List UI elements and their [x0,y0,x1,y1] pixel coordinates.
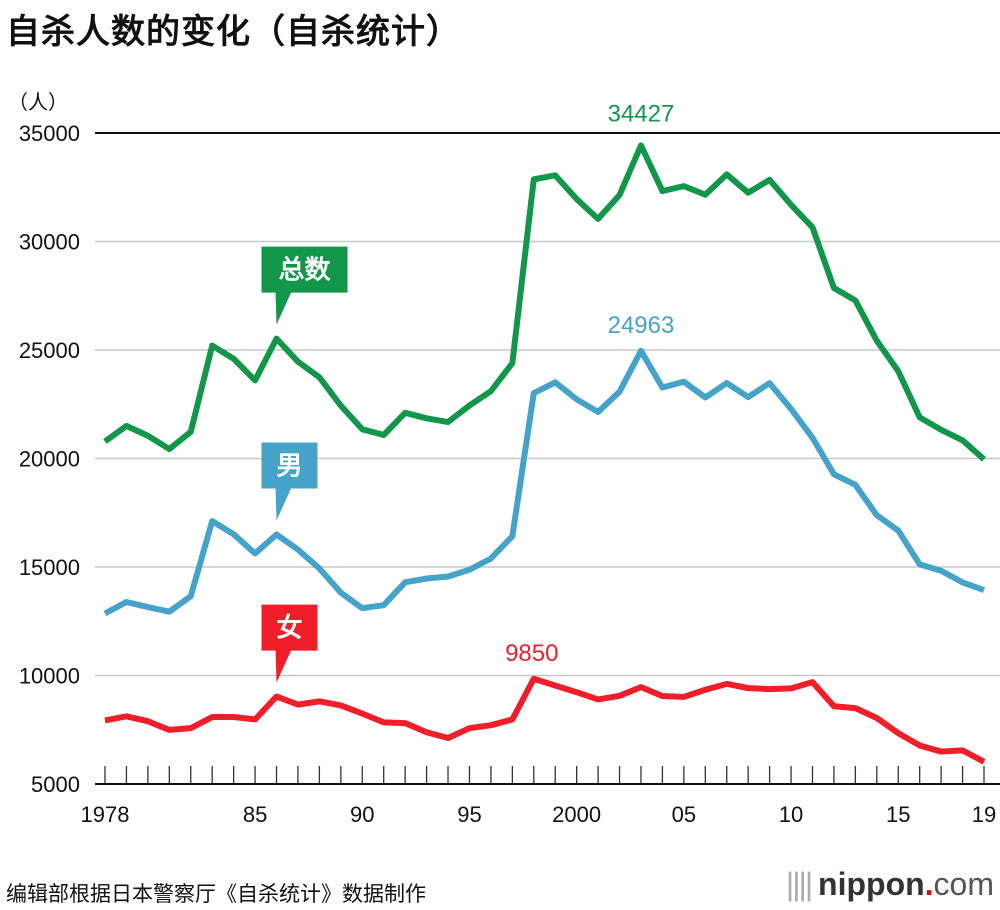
series-label: 总数 [279,256,332,286]
y-axis-unit: （人） [8,92,68,114]
series-line-0 [103,142,986,462]
y-tick-label: 30000 [19,230,80,255]
y-tick-label: 5000 [31,772,80,797]
x-tick-label: 95 [457,802,481,827]
nippon-logo: |||| nippon.com [785,866,994,902]
chart-title: 自杀人数的变化（自杀统计） [6,13,461,51]
callout-pointer [275,291,292,325]
x-tick-label: 1978 [81,802,130,827]
peak-data-label: 34427 [608,100,675,127]
x-tick-label: 15 [886,802,910,827]
x-tick-label: 10 [779,802,803,827]
x-tick-label: 19 [972,802,996,827]
series-label: 女 [277,613,303,644]
series-label-box [261,442,318,489]
y-tick-label: 15000 [19,555,80,580]
source-note: 编辑部根据日本警察厅《自杀统计》数据制作 [6,883,426,906]
series-label-box [261,246,348,293]
peak-data-label: 9850 [505,640,558,667]
callout-pointer [275,487,292,521]
peak-data-label: 24963 [608,312,675,339]
callout-pointer [275,649,292,683]
y-tick-label: 10000 [19,664,80,689]
x-tick-label: 2000 [552,802,601,827]
x-tick-label: 90 [350,802,374,827]
series-label: 男 [277,452,303,482]
x-tick-label: 85 [243,802,267,827]
x-tick-label: 05 [672,802,696,827]
series-line-2 [104,675,986,765]
y-tick-label: 20000 [19,447,80,472]
series-label-box [261,604,318,651]
series-line-1 [103,347,986,617]
y-tick-label: 25000 [19,338,80,363]
y-tick-label: 35000 [19,121,80,146]
